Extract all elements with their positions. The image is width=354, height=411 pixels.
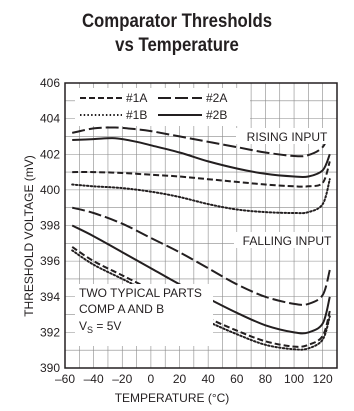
chart-title-line-2: vs Temperature <box>115 34 239 56</box>
note-line-3: VS = 5V <box>79 319 121 335</box>
x-tick-label: 100 <box>284 372 304 386</box>
legend-label-2b: #2B <box>206 108 227 122</box>
y-tick-label: 404 <box>40 112 60 126</box>
series-lines <box>71 126 331 351</box>
y-axis-label: THRESHOLD VOLTAGE (mV) <box>22 155 36 317</box>
note-box-bg <box>75 284 213 346</box>
legend-label-1b: #1B <box>126 108 147 122</box>
legend-label-1a: #1A <box>126 91 147 105</box>
series-rising-1B <box>71 178 331 215</box>
y-tick-label: 406 <box>40 76 60 90</box>
chart-title-line-1: Comparator Thresholds <box>81 10 273 32</box>
x-tick-label: 120 <box>313 372 333 386</box>
tick-labels: –60 –40 –20 0 20 40 60 80 100 120 390 392 394 396 398 4… <box>40 76 333 386</box>
y-tick-label: 402 <box>40 147 60 161</box>
falling-input-label: FALLING INPUT <box>243 234 332 248</box>
y-tick-label: 394 <box>40 290 60 304</box>
x-tick-label: 60 <box>230 372 244 386</box>
y-tick-label: 396 <box>40 254 60 268</box>
note-line-1: TWO TYPICAL PARTS <box>79 286 202 300</box>
x-tick-label: 80 <box>259 372 273 386</box>
y-tick-label: 398 <box>40 219 60 233</box>
plot-frame <box>64 82 338 369</box>
note-line-2: COMP A AND B <box>79 302 164 316</box>
falling-label-bg <box>234 232 340 248</box>
x-tick-label: –20 <box>112 372 132 386</box>
legend-label-2a: #2A <box>206 91 227 105</box>
series-falling-2A <box>71 206 331 306</box>
series-rising-2A <box>71 126 331 158</box>
y-tick-label: 390 <box>40 361 60 375</box>
series-falling-1A <box>71 246 331 348</box>
rising-label-bg <box>236 128 340 144</box>
x-tick-label: –60 <box>55 372 75 386</box>
x-tick-label: 0 <box>148 372 155 386</box>
y-tick-label: 400 <box>40 183 60 197</box>
rising-input-label: RISING INPUT <box>247 130 328 144</box>
series-falling-2B <box>71 224 331 335</box>
x-axis-label: TEMPERATURE (°C) <box>115 391 230 405</box>
series-rising-1A <box>72 161 331 188</box>
x-tick-label: 20 <box>173 372 187 386</box>
legend: #1A #2A #1B #2B <box>75 88 250 126</box>
x-tick-label: –40 <box>84 372 104 386</box>
y-tick-label: 392 <box>40 325 60 339</box>
x-tick-label: 40 <box>201 372 215 386</box>
series-falling-1B <box>71 249 331 351</box>
series-rising-2B <box>72 137 331 179</box>
